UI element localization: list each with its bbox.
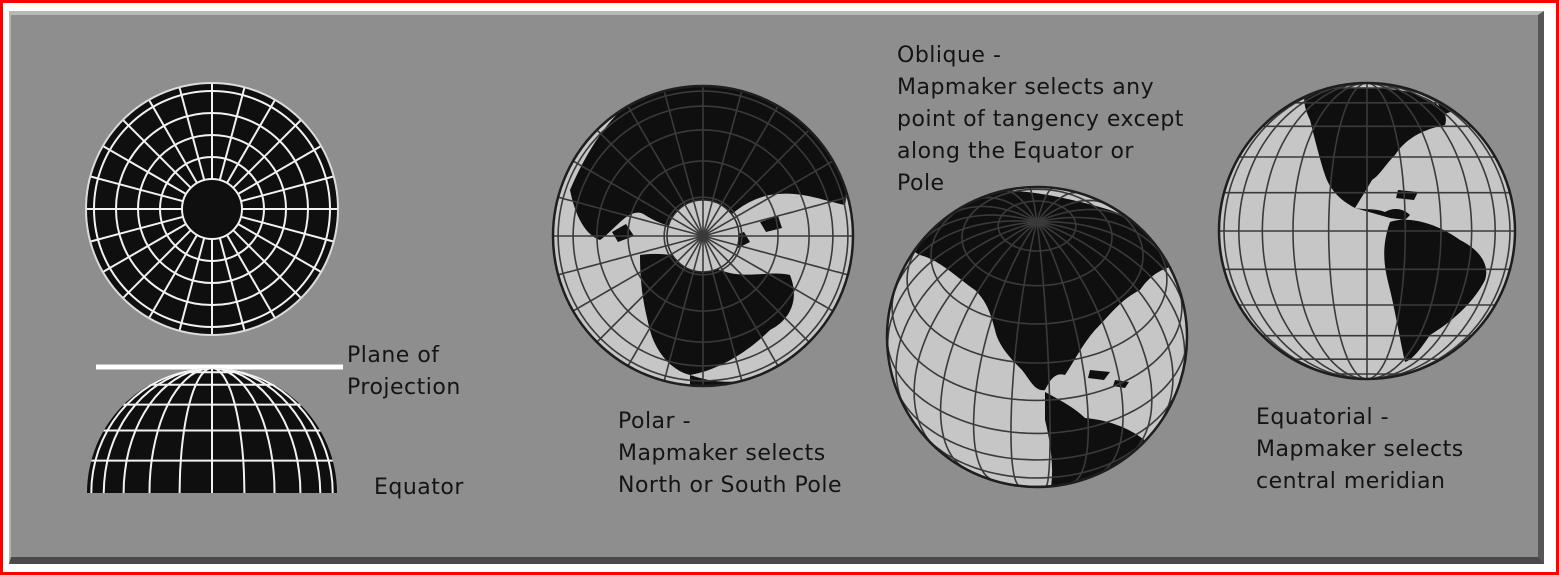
equatorial-line-2: Mapmaker selects <box>1256 437 1464 462</box>
plane-of-projection-line-2: Projection <box>347 375 461 400</box>
polar-line-2: Mapmaker selects <box>618 441 826 466</box>
equatorial-title: Equatorial - <box>1256 405 1390 430</box>
plane-of-projection-label: Plane of Projection <box>347 340 461 404</box>
oblique-line-4: along the Equator or <box>897 139 1134 164</box>
oblique-line-3: point of tangency except <box>897 107 1184 132</box>
oblique-globe <box>885 185 1189 489</box>
plane-of-projection-line-1: Plane of <box>347 343 440 368</box>
equatorial-globe <box>1217 81 1517 381</box>
equator-label: Equator <box>374 472 464 504</box>
oblique-label: Oblique - Mapmaker selects any point of … <box>897 40 1184 200</box>
equatorial-label: Equatorial - Mapmaker selects central me… <box>1256 402 1464 498</box>
oblique-line-5: Pole <box>897 171 945 196</box>
hemisphere-cross-section <box>87 368 337 493</box>
polar-label: Polar - Mapmaker selects North or South … <box>618 406 842 502</box>
equator-text: Equator <box>374 475 464 500</box>
polar-globe <box>551 84 855 388</box>
polar-top-view-globe <box>85 82 339 336</box>
equatorial-line-3: central meridian <box>1256 469 1446 494</box>
oblique-title: Oblique - <box>897 43 1002 68</box>
polar-title: Polar - <box>618 409 692 434</box>
oblique-line-2: Mapmaker selects any <box>897 75 1155 100</box>
polar-line-3: North or South Pole <box>618 473 843 498</box>
